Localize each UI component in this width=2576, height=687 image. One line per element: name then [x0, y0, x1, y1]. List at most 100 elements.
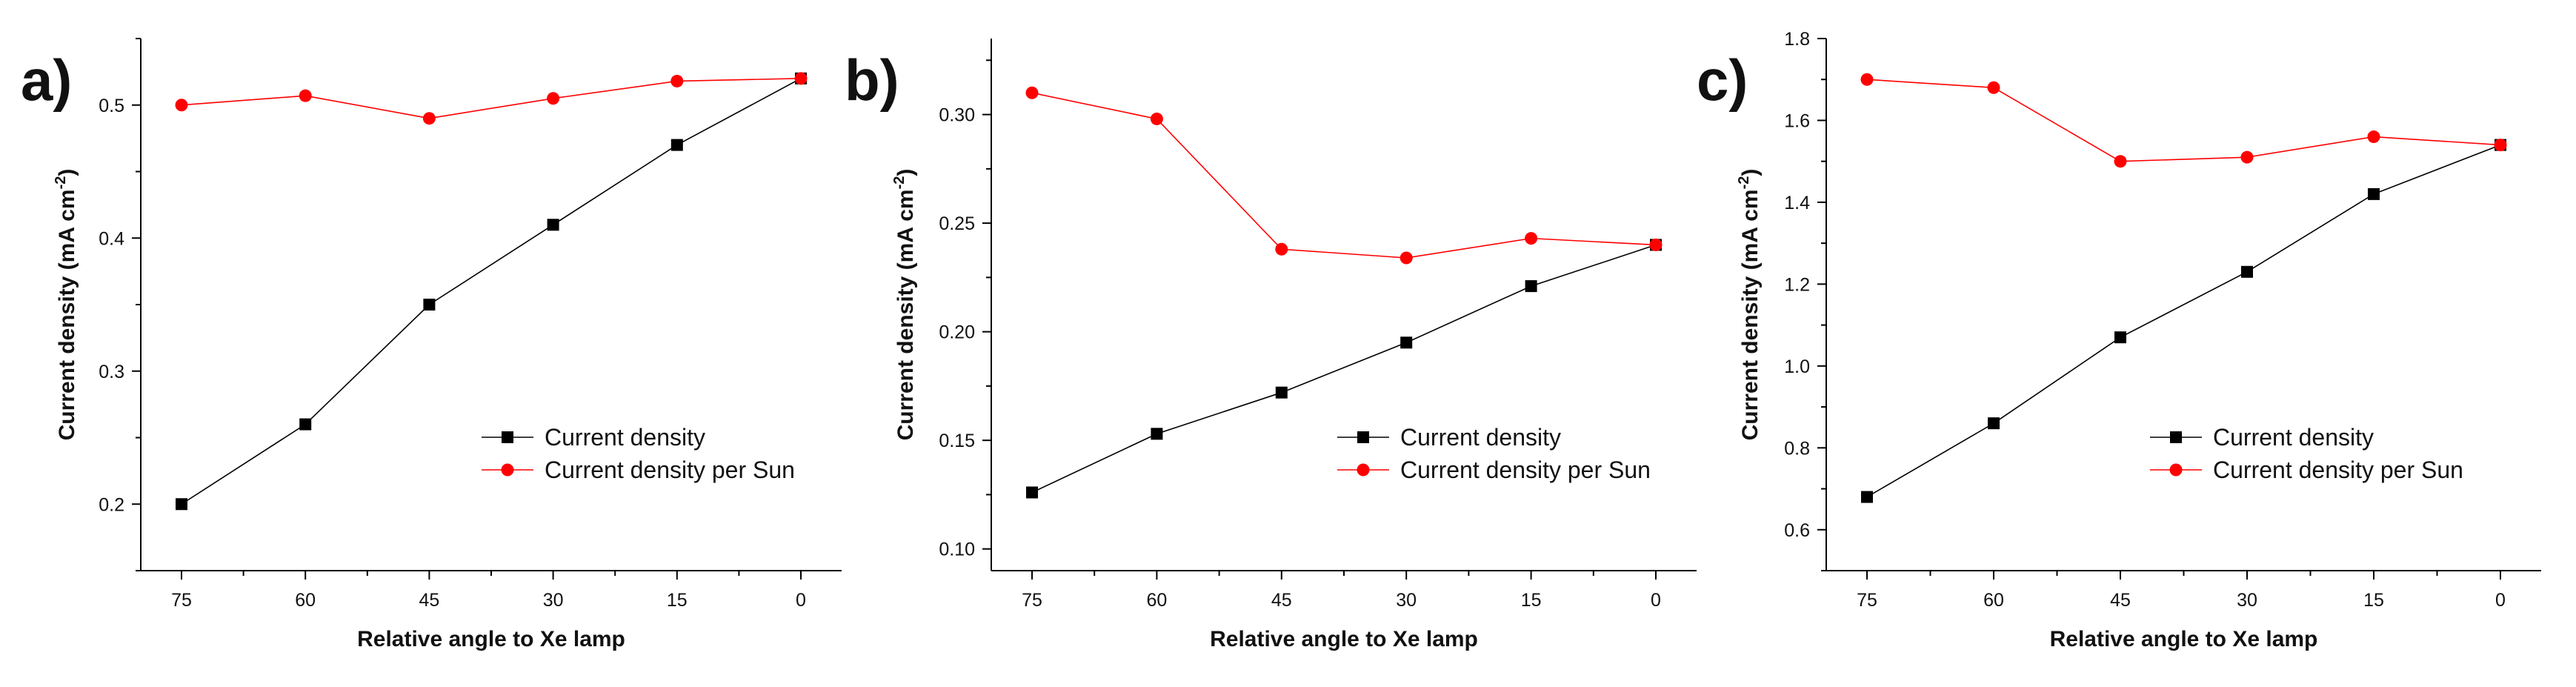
data-point-circle [547, 92, 560, 105]
legend-label: Current density [2213, 424, 2374, 451]
x-axis-title: Relative angle to Xe lamp [1210, 627, 1478, 651]
data-point-square [176, 498, 187, 511]
data-point-square [1861, 491, 1873, 503]
legend-label: Current density [1400, 424, 1561, 451]
x-tick-label: 60 [295, 590, 316, 611]
y-tick-label: 0.15 [939, 431, 975, 451]
data-point-circle [422, 112, 436, 125]
legend-marker-square [502, 431, 513, 443]
legend-marker-circle [501, 463, 514, 477]
data-point-circle [794, 72, 808, 85]
x-axis-title: Relative angle to Xe lamp [2050, 627, 2318, 651]
data-point-circle [1860, 73, 1874, 86]
y-tick-label: 0.6 [1784, 520, 1810, 541]
series-line-2 [1031, 92, 1657, 259]
legend-marker-square [2170, 431, 2182, 443]
x-tick-label: 15 [667, 590, 688, 611]
y-tick-label: 1.2 [1784, 274, 1810, 295]
data-point-square [1275, 386, 1288, 399]
y-tick-label: 1.8 [1784, 29, 1810, 50]
data-point-square [547, 219, 559, 231]
y-tick-label: 1.4 [1784, 193, 1810, 213]
chart-panel-1: a) 0.2 0.3 0.4 0.5 75 60 45 30 15 0 Relative angle … [21, 38, 842, 651]
data-point-square [2114, 331, 2126, 344]
y-tick-label: 0.20 [939, 322, 975, 343]
x-tick-label: 45 [2110, 590, 2131, 611]
legend: Current density Current density per Sun [2150, 424, 2463, 483]
y-tick-label: 0.8 [1784, 438, 1810, 459]
legend-label: Current density per Sun [1400, 457, 1651, 483]
x-tick-label: 60 [1983, 590, 2004, 611]
data-point-square [1026, 486, 1038, 499]
legend-marker-circle [1357, 463, 1370, 477]
data-point-circle [1275, 242, 1288, 256]
data-point-circle [299, 89, 312, 102]
x-tick-label: 0 [1651, 590, 1661, 611]
y-axis-title: Current density (mA cm-2) [53, 169, 79, 441]
data-point-square [2368, 187, 2380, 200]
x-tick-label: 15 [2363, 590, 2384, 611]
data-point-circle [1150, 112, 1163, 125]
panel-label: a) [21, 47, 72, 113]
y-tick-label: 0.4 [99, 228, 124, 249]
x-tick-label: 30 [1396, 590, 1417, 611]
data-point-square [299, 418, 312, 431]
y-tick-label: 0.25 [939, 213, 975, 234]
data-point-square [1988, 417, 2000, 430]
x-tick-label: 45 [1271, 590, 1292, 611]
data-point-square [423, 299, 436, 311]
x-tick-label: 75 [1857, 590, 1877, 611]
data-point-square [1525, 280, 1537, 293]
data-point-circle [2114, 155, 2127, 168]
y-tick-label: 0.3 [99, 362, 124, 382]
legend-marker-circle [2169, 463, 2183, 477]
y-tick-label: 1.6 [1784, 110, 1810, 131]
legend-label: Current density per Sun [2213, 457, 2463, 483]
x-tick-label: 45 [419, 590, 439, 611]
data-point-circle [1400, 251, 1413, 265]
y-axis-title: Current density (mA cm-2) [1736, 169, 1763, 441]
y-tick-label: 1.0 [1784, 356, 1810, 377]
x-tick-label: 75 [171, 590, 192, 611]
x-tick-label: 30 [2237, 590, 2257, 611]
data-point-circle [1649, 238, 1663, 251]
y-tick-label: 0.5 [99, 96, 124, 116]
x-axis-title: Relative angle to Xe lamp [357, 627, 625, 651]
data-point-circle [2367, 130, 2380, 144]
x-tick-label: 60 [1146, 590, 1167, 611]
legend: Current density Current density per Sun [482, 424, 795, 483]
series-line-1 [1866, 144, 2501, 498]
series-line-1 [181, 78, 802, 505]
legend-label: Current density per Sun [545, 457, 795, 483]
series-line-1 [1031, 244, 1657, 494]
data-point-circle [2494, 139, 2507, 152]
data-point-square [2241, 265, 2253, 278]
x-tick-label: 75 [1022, 590, 1042, 611]
legend: Current density Current density per Sun [1337, 424, 1651, 483]
chart-panel-3: c) 0.6 0.8 1.0 1.2 1.4 1.6 1.8 75 60 45 30 15 0 Relati… [1697, 29, 2541, 651]
series-line-2 [181, 78, 802, 119]
chart-panel-2: b) 0.10 0.15 0.20 0.25 0.30 75 60 45 30 15 0 Relativ… [845, 39, 1697, 651]
data-point-square [670, 139, 683, 151]
data-point-circle [1987, 81, 2000, 94]
panel-label: b) [845, 47, 899, 113]
x-tick-label: 30 [543, 590, 564, 611]
data-point-circle [670, 74, 684, 87]
data-point-circle [175, 99, 188, 112]
data-point-circle [2240, 150, 2254, 164]
data-point-circle [1025, 86, 1039, 99]
legend-label: Current density [545, 424, 705, 451]
panel-label: c) [1697, 47, 1748, 113]
data-point-circle [1525, 232, 1538, 245]
series-line-2 [1866, 79, 2501, 162]
y-axis-title: Current density (mA cm-2) [891, 169, 918, 441]
x-tick-label: 0 [796, 590, 806, 611]
data-point-square [1151, 428, 1163, 440]
data-point-square [1400, 336, 1413, 349]
y-tick-label: 0.2 [99, 494, 124, 515]
x-tick-label: 0 [2495, 590, 2506, 611]
legend-marker-square [1357, 431, 1369, 443]
x-tick-label: 15 [1521, 590, 1542, 611]
y-tick-label: 0.10 [939, 540, 975, 560]
